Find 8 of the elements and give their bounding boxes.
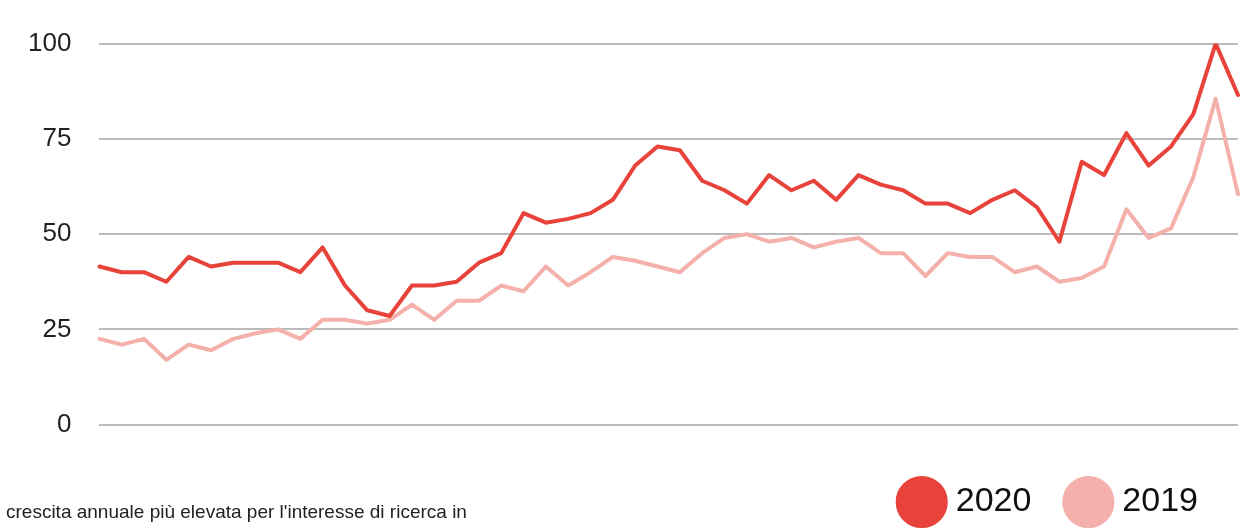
text: crescita annuale più elevata per l'interesse di ricerca in (6, 501, 467, 523)
y-tick-label: 100 (27, 26, 72, 57)
legend-label: 2020 (955, 480, 1032, 519)
y-tick-label: 0 (56, 407, 72, 438)
y-tick-label: 75 (42, 122, 72, 153)
y-tick-label: 25 (42, 312, 72, 343)
y-tick-label: 50 (42, 217, 72, 248)
legend-label: 2019 (1122, 480, 1198, 519)
